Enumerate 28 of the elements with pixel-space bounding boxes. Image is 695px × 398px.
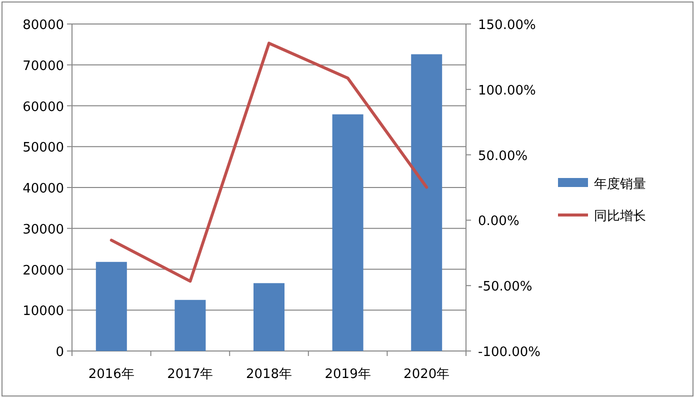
bar <box>174 300 206 351</box>
y2-tick-label: 50.00% <box>478 148 528 164</box>
y-tick-label: 30000 <box>22 222 64 238</box>
x-tick-label: 2017年 <box>167 367 214 382</box>
bar <box>96 262 127 351</box>
bar <box>332 114 364 351</box>
y-tick-label: 0 <box>56 345 64 360</box>
line-series <box>110 42 428 283</box>
y2-tick-label: -50.00% <box>478 280 532 295</box>
y2-tick-label: 0.00% <box>478 214 520 230</box>
y-tick-label: 80000 <box>22 18 64 33</box>
x-tick-label: 2020年 <box>404 367 450 382</box>
bar <box>411 54 442 351</box>
legend-label: 年度销量 <box>594 176 646 192</box>
y2-tick-label: 100.00% <box>478 83 536 98</box>
y-tick-label: 10000 <box>22 304 64 320</box>
legend-label: 同比增长 <box>594 209 646 224</box>
y-tick-label: 20000 <box>22 263 64 278</box>
y2-tick-label: 150.00% <box>478 18 536 33</box>
y-tick-label: 70000 <box>22 58 64 74</box>
y-tick-label: 40000 <box>22 182 64 196</box>
y-tick-label: 50000 <box>22 140 64 156</box>
x-tick-label: 2018年 <box>246 367 292 382</box>
x-tick-label: 2019年 <box>324 367 371 382</box>
x-tick-label: 2016年 <box>88 367 134 382</box>
bar <box>254 283 284 351</box>
y2-tick-label: -100.00% <box>478 345 541 360</box>
y-tick-label: 60000 <box>22 100 64 115</box>
